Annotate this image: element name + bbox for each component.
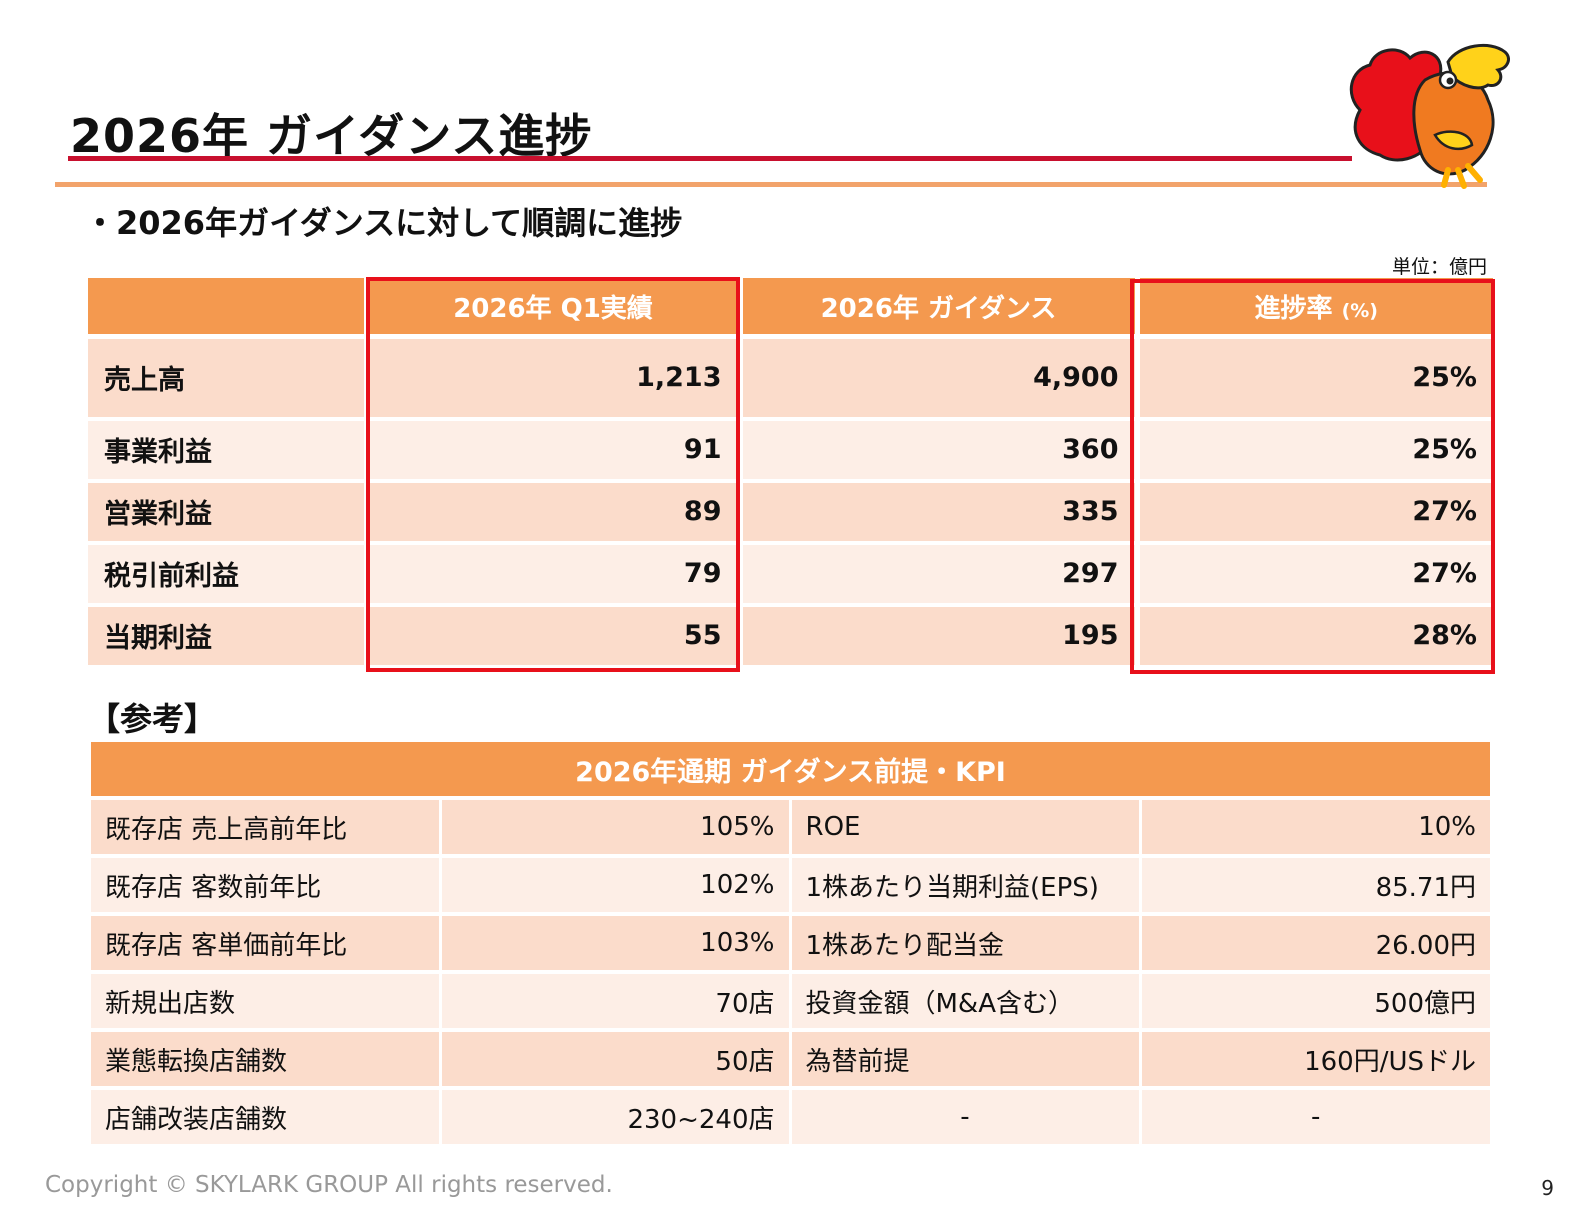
title-underline-red	[68, 156, 1352, 161]
kpi-value: 105%	[440, 798, 792, 858]
kpi-label: 既存店 売上高前年比	[91, 798, 442, 858]
table-row: 既存店 客単価前年比 103% 1株あたり配当金 26.00円	[91, 914, 1490, 974]
progress-value: 28%	[1137, 604, 1493, 669]
progress-column-highlight	[1130, 279, 1495, 674]
kpi-value: 500億円	[1140, 972, 1490, 1032]
kpi-table-header: 2026年通期 ガイダンス前提・KPI	[91, 742, 1490, 800]
page-title: 2026年 ガイダンス進捗	[70, 109, 593, 163]
q1-value: 91	[366, 418, 743, 483]
kpi-value: -	[1140, 1088, 1490, 1148]
kpi-label: 1株あたり配当金	[790, 914, 1142, 974]
kpi-label: 業態転換店舗数	[91, 1030, 442, 1090]
kpi-label: 1株あたり当期利益(EPS)	[790, 856, 1142, 916]
guidance-value: 297	[740, 542, 1140, 607]
title-underline-orange	[55, 182, 1487, 187]
kpi-value: 102%	[440, 856, 792, 916]
kpi-label: ROE	[790, 798, 1142, 858]
progress-value: 25%	[1137, 418, 1493, 483]
kpi-value: 160円/USドル	[1140, 1030, 1490, 1090]
kpi-label: 為替前提	[790, 1030, 1142, 1090]
page-number: 9	[1541, 1176, 1554, 1200]
rooster-mascot-icon	[1349, 43, 1510, 189]
header-progress-rate: 進捗率 (%)	[1137, 278, 1493, 339]
kpi-value: 10%	[1140, 798, 1490, 858]
kpi-value: 70店	[440, 972, 792, 1032]
kpi-value: 103%	[440, 914, 792, 974]
kpi-label: 既存店 客数前年比	[91, 856, 442, 916]
table-row: 事業利益 91 360 25%	[88, 418, 1493, 483]
kpi-label: 店舗改装店舗数	[91, 1088, 442, 1148]
table-row: 新規出店数 70店 投資金額（M&A含む） 500億円	[91, 972, 1490, 1032]
header-guidance: 2026年 ガイダンス	[740, 278, 1140, 339]
kpi-value: 50店	[440, 1030, 792, 1090]
copyright-notice: Copyright © SKYLARK GROUP All rights res…	[45, 1172, 613, 1198]
kpi-label: -	[790, 1088, 1142, 1148]
table-row: 当期利益 55 195 28%	[88, 604, 1493, 669]
kpi-value: 85.71円	[1140, 856, 1490, 916]
guidance-progress-table: 2026年 Q1実績 2026年 ガイダンス 進捗率 (%) 売上高 1,213…	[88, 278, 1493, 669]
kpi-value: 26.00円	[1140, 914, 1490, 974]
guidance-value: 360	[740, 418, 1140, 483]
progress-value: 25%	[1137, 336, 1493, 421]
guidance-value: 195	[740, 604, 1140, 669]
kpi-label: 投資金額（M&A含む）	[790, 972, 1142, 1032]
row-label: 税引前利益	[88, 542, 369, 607]
kpi-value: 230~240店	[440, 1088, 792, 1148]
kpi-table: 2026年通期 ガイダンス前提・KPI 既存店 売上高前年比 105% ROE …	[91, 742, 1490, 1148]
q1-column-highlight	[366, 277, 740, 672]
row-label: 事業利益	[88, 418, 369, 483]
kpi-label: 新規出店数	[91, 972, 442, 1032]
table-row: 売上高 1,213 4,900 25%	[88, 336, 1493, 421]
table-row: 既存店 売上高前年比 105% ROE 10%	[91, 798, 1490, 858]
summary-bullet: ・2026年ガイダンスに対して順調に進捗	[84, 204, 683, 242]
row-label: 営業利益	[88, 480, 369, 545]
progress-value: 27%	[1137, 480, 1493, 545]
row-label: 売上高	[88, 336, 369, 421]
guidance-value: 4,900	[740, 336, 1140, 421]
table-row: 営業利益 89 335 27%	[88, 480, 1493, 545]
table-row: 既存店 客数前年比 102% 1株あたり当期利益(EPS) 85.71円	[91, 856, 1490, 916]
table-row: 店舗改装店舗数 230~240店 - -	[91, 1088, 1490, 1148]
progress-value: 27%	[1137, 542, 1493, 607]
header-q1-actual: 2026年 Q1実績	[366, 278, 743, 339]
unit-label: 単位：億円	[1391, 256, 1487, 278]
q1-value: 55	[366, 604, 743, 669]
reference-label: 【参考】	[88, 700, 217, 738]
header-blank	[88, 278, 369, 339]
table-row: 業態転換店舗数 50店 為替前提 160円/USドル	[91, 1030, 1490, 1090]
row-label: 当期利益	[88, 604, 369, 669]
q1-value: 1,213	[366, 336, 743, 421]
kpi-label: 既存店 客単価前年比	[91, 914, 442, 974]
guidance-value: 335	[740, 480, 1140, 545]
table-row: 税引前利益 79 297 27%	[88, 542, 1493, 607]
